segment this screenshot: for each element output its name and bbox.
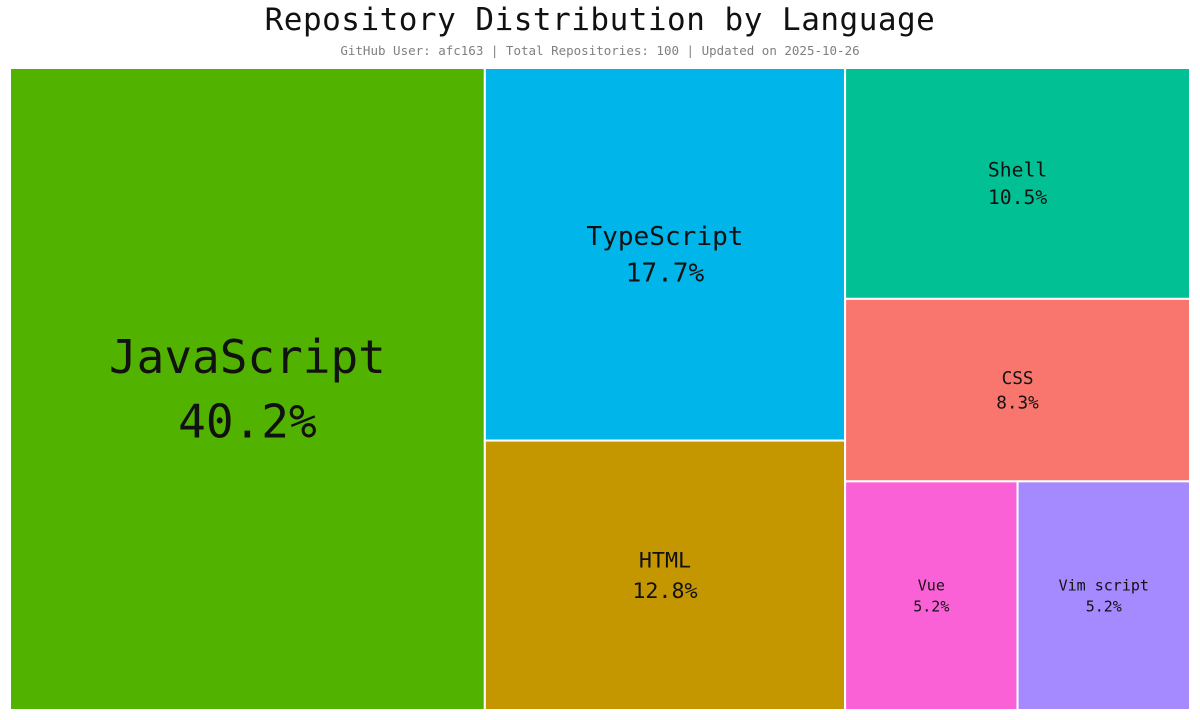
tile-rect-html: [483, 439, 847, 711]
tile-shell: Shell 10.5%: [844, 67, 1191, 300]
tile-rect-typescript: [483, 67, 847, 442]
tile-label-vim-script: Vim script: [1059, 576, 1149, 594]
tile-label-css: CSS: [1002, 369, 1034, 389]
tile-label-vue: Vue: [918, 576, 945, 594]
tile-vue: Vue 5.2%: [844, 480, 1019, 711]
tile-label-typescript: TypeScript: [586, 222, 743, 252]
tile-label-html: HTML: [639, 549, 691, 574]
tile-value-javascript: 40.2%: [178, 394, 316, 448]
tile-vim-script: Vim script 5.2%: [1016, 480, 1191, 711]
tile-css: CSS 8.3%: [844, 297, 1191, 483]
tile-value-shell: 10.5%: [988, 186, 1047, 209]
tile-rect-shell: [844, 67, 1191, 300]
tile-rect-vim-script: [1016, 480, 1191, 711]
tile-value-vue: 5.2%: [913, 597, 949, 615]
tile-rect-css: [844, 297, 1191, 483]
chart-title: Repository Distribution by Language: [264, 2, 936, 38]
tile-javascript: JavaScript 40.2%: [9, 67, 486, 711]
tile-value-typescript: 17.7%: [626, 259, 705, 289]
tile-rect-vue: [844, 480, 1019, 711]
tile-html: HTML 12.8%: [483, 439, 847, 711]
tile-label-shell: Shell: [988, 159, 1047, 182]
tile-typescript: TypeScript 17.7%: [483, 67, 847, 442]
tile-rect-javascript: [9, 67, 486, 711]
tile-value-css: 8.3%: [996, 394, 1039, 414]
tile-value-vim-script: 5.2%: [1086, 597, 1122, 615]
tile-value-html: 12.8%: [632, 579, 697, 604]
tile-label-javascript: JavaScript: [109, 330, 386, 384]
chart-subtitle: GitHub User: afc163 | Total Repositories…: [340, 43, 860, 58]
